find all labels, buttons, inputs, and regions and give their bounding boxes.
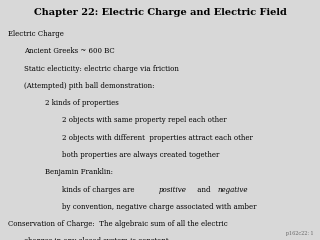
Text: positive: positive [159, 186, 187, 193]
Text: p162c22: 1: p162c22: 1 [286, 231, 314, 236]
Text: kinds of charges are: kinds of charges are [62, 186, 137, 193]
Text: 2 objects with different  properties attract each other: 2 objects with different properties attr… [62, 134, 253, 142]
Text: Static electicity: electric charge via friction: Static electicity: electric charge via f… [24, 65, 179, 72]
Text: (Attempted) pith ball demonstration:: (Attempted) pith ball demonstration: [24, 82, 155, 90]
Text: Chapter 22: Electric Charge and Electric Field: Chapter 22: Electric Charge and Electric… [34, 8, 286, 18]
Text: negative: negative [218, 186, 248, 193]
Text: 2 kinds of properties: 2 kinds of properties [45, 99, 118, 107]
Text: charges in any closed system is constant.: charges in any closed system is constant… [24, 237, 171, 240]
Text: both properties are always created together: both properties are always created toget… [62, 151, 220, 159]
Text: by convention, negative charge associated with amber: by convention, negative charge associate… [62, 203, 257, 211]
Text: 2 objects with same property repel each other: 2 objects with same property repel each … [62, 116, 227, 124]
Text: Conservation of Charge:  The algebraic sum of all the electric: Conservation of Charge: The algebraic su… [8, 220, 228, 228]
Text: and: and [195, 186, 212, 193]
Text: Benjamin Franklin:: Benjamin Franklin: [45, 168, 113, 176]
Text: Ancient Greeks ~ 600 BC: Ancient Greeks ~ 600 BC [24, 47, 115, 55]
Text: Electric Charge: Electric Charge [8, 30, 64, 38]
